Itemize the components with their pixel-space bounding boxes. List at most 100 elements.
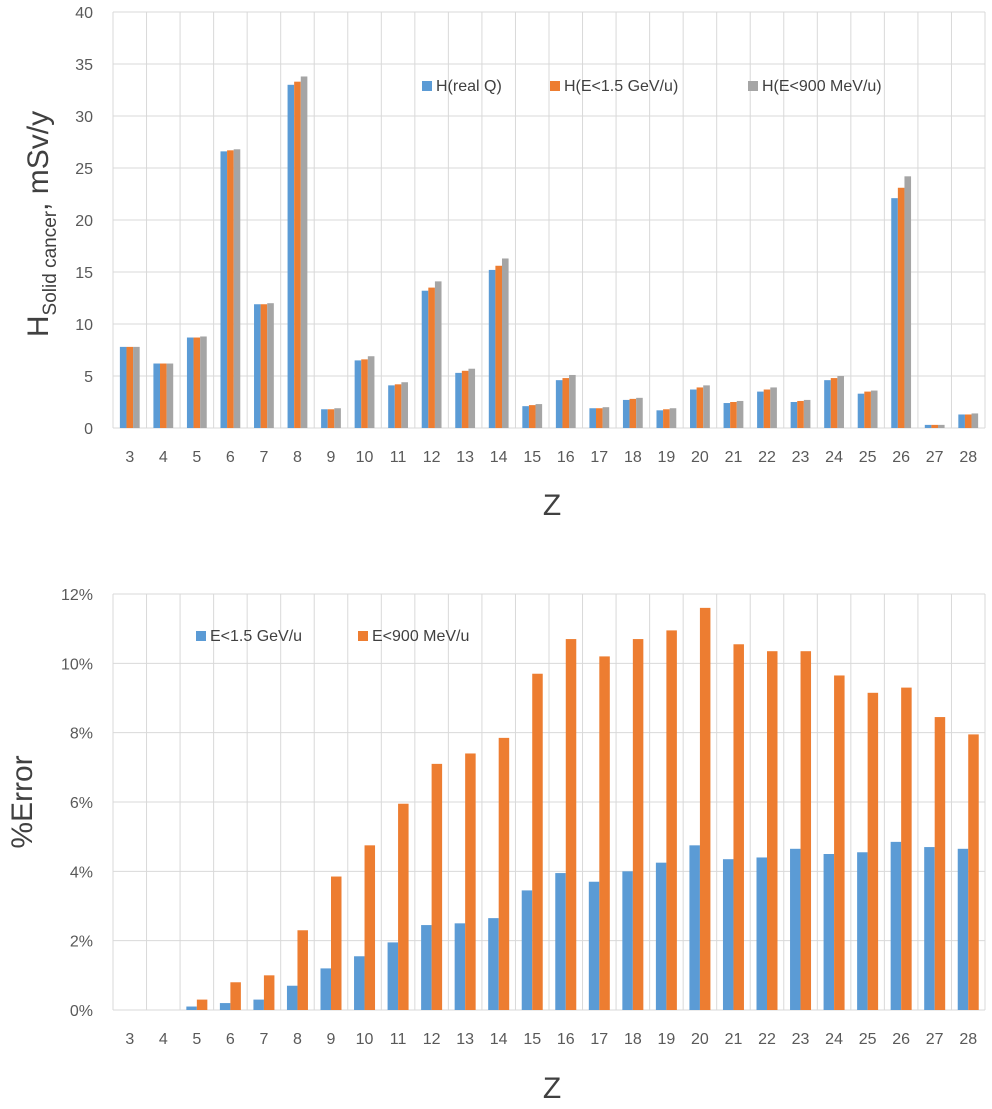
bar-e-1-5-gev-u-z11: [387, 942, 399, 1010]
bar-h-e-1-5-gev-u--z7: [260, 304, 268, 428]
bar-h-e-900-mev-u--z3: [133, 346, 140, 428]
legend-swatch: [748, 81, 758, 91]
x-tick-label: 27: [926, 449, 944, 466]
x-tick-label: 20: [691, 449, 709, 466]
x-tick-label: 25: [859, 449, 877, 466]
x-tick-label: 26: [892, 449, 910, 466]
bar-e-900-mev-u-z8: [297, 930, 308, 1010]
bar-e-900-mev-u-z11: [398, 803, 409, 1010]
chart1-x-axis-title: Z: [543, 489, 561, 522]
y-tick-label: 8%: [70, 726, 93, 743]
y-tick-label: 40: [75, 5, 93, 22]
x-tick-label: 8: [293, 1031, 302, 1048]
bar-e-1-5-gev-u-z28: [957, 848, 969, 1010]
bar-h-e-900-mev-u--z8: [300, 76, 308, 428]
bar-h-real-q--z3: [119, 346, 127, 428]
bar-h-e-1-5-gev-u--z14: [495, 265, 502, 428]
bar-h-e-900-mev-u--z20: [703, 385, 710, 428]
bar-h-e-900-mev-u--z22: [770, 387, 777, 428]
bar-e-1-5-gev-u-z25: [857, 852, 868, 1010]
x-tick-label: 14: [490, 1031, 508, 1048]
x-tick-label: 5: [192, 449, 201, 466]
bar-e-1-5-gev-u-z27: [924, 847, 935, 1010]
legend-label: E<900 MeV/u: [372, 628, 469, 645]
y-tick-label: 15: [75, 265, 93, 282]
bar-e-900-mev-u-z7: [263, 975, 275, 1010]
y-tick-label: 20: [75, 213, 93, 230]
x-tick-label: 24: [825, 1031, 843, 1048]
bar-h-real-q--z22: [757, 391, 764, 428]
bar-h-e-1-5-gev-u--z20: [696, 387, 704, 428]
bar-h-e-900-mev-u--z13: [468, 368, 476, 428]
bar-e-1-5-gev-u-z12: [421, 925, 432, 1010]
bar-e-1-5-gev-u-z7: [253, 999, 264, 1010]
x-tick-label: 5: [192, 1031, 201, 1048]
y-tick-label: 0%: [70, 1003, 93, 1020]
x-tick-label: 6: [226, 1031, 235, 1048]
bar-h-e-900-mev-u--z24: [837, 376, 844, 428]
bar-h-real-q--z26: [891, 198, 898, 428]
bar-h-e-900-mev-u--z19: [669, 408, 677, 428]
bar-e-900-mev-u-z23: [800, 651, 812, 1010]
y-tick-label: 0: [84, 421, 93, 438]
chart1-y-axis-title: HSolid cancer, mSv/y: [22, 111, 61, 337]
bar-e-1-5-gev-u-z6: [219, 1003, 231, 1010]
bar-h-e-1-5-gev-u--z15: [528, 405, 536, 428]
bar-h-e-900-mev-u--z23: [803, 399, 811, 428]
y-tick-label: 5: [84, 369, 93, 386]
x-tick-label: 17: [590, 449, 608, 466]
bar-h-e-1-5-gev-u--z22: [763, 389, 771, 428]
bar-h-e-1-5-gev-u--z8: [294, 81, 301, 429]
bar-e-900-mev-u-z26: [901, 687, 912, 1010]
bar-h-e-900-mev-u--z15: [535, 404, 543, 428]
x-tick-label: 12: [423, 449, 441, 466]
bar-h-e-900-mev-u--z16: [569, 374, 576, 428]
bar-h-real-q--z12: [421, 290, 429, 428]
chart2-x-axis-title: Z: [543, 1072, 561, 1105]
x-tick-label: 11: [390, 1031, 407, 1048]
x-tick-label: 8: [293, 449, 302, 466]
bar-h-e-900-mev-u--z17: [602, 407, 610, 428]
y-tick-label: 30: [75, 109, 93, 126]
bar-h-e-1-5-gev-u--z5: [193, 337, 201, 428]
bar-h-real-q--z10: [354, 360, 362, 428]
y-tick-label: 6%: [70, 795, 93, 812]
bar-h-e-1-5-gev-u--z4: [160, 363, 167, 428]
bar-e-1-5-gev-u-z19: [655, 862, 667, 1010]
x-tick-label: 10: [356, 1031, 374, 1048]
bar-h-real-q--z4: [153, 363, 161, 428]
x-tick-label: 18: [624, 449, 642, 466]
chart2-gridlines: [112, 593, 986, 1011]
bar-h-real-q--z5: [186, 337, 194, 428]
bar-h-real-q--z23: [790, 402, 798, 428]
bar-h-e-900-mev-u--z25: [870, 390, 878, 428]
chart1-y-tick-labels: 0 5 10 15 20 25 30 35 40: [75, 5, 93, 438]
bar-e-1-5-gev-u-z14: [488, 918, 499, 1010]
x-tick-label: 19: [657, 1031, 675, 1048]
bar-h-e-1-5-gev-u--z24: [830, 378, 838, 428]
bar-h-e-1-5-gev-u--z26: [897, 187, 905, 428]
x-tick-label: 13: [456, 1031, 474, 1048]
y-tick-label: 4%: [70, 864, 93, 881]
x-tick-label: 26: [892, 1031, 910, 1048]
bar-h-real-q--z18: [622, 399, 630, 428]
bar-h-real-q--z15: [522, 406, 529, 428]
x-tick-label: 17: [590, 1031, 608, 1048]
bar-h-e-900-mev-u--z12: [434, 281, 442, 428]
x-tick-label: 21: [725, 449, 743, 466]
x-tick-label: 16: [557, 1031, 575, 1048]
x-tick-label: 12: [423, 1031, 441, 1048]
bar-h-real-q--z24: [824, 380, 831, 428]
x-tick-label: 20: [691, 1031, 709, 1048]
bar-e-1-5-gev-u-z10: [354, 956, 365, 1010]
legend-label: H(E<1.5 GeV/u): [564, 78, 678, 95]
x-tick-label: 6: [226, 449, 235, 466]
bar-h-e-1-5-gev-u--z12: [428, 287, 435, 428]
chart1-legend: H(real Q) H(E<1.5 GeV/u) H(E<900 MeV/u): [422, 78, 882, 95]
bar-h-real-q--z25: [857, 393, 865, 428]
bar-e-900-mev-u-z12: [431, 763, 443, 1010]
x-tick-label: 13: [456, 449, 474, 466]
x-tick-label: 25: [859, 1031, 877, 1048]
bar-e-1-5-gev-u-z26: [890, 841, 902, 1010]
bar-h-real-q--z13: [455, 372, 462, 428]
